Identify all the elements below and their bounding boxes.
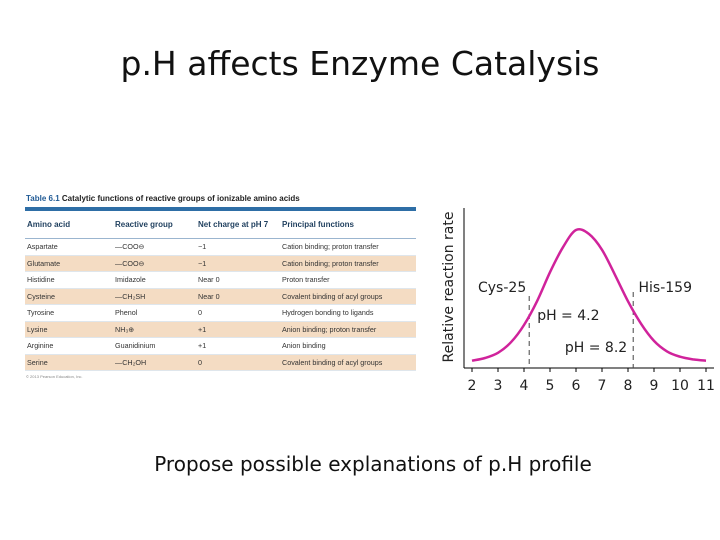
cell-net-charge: 0 [198,357,202,367]
cell-principal-function: Proton transfer [282,275,330,285]
cell-reactive-group: Guanidinium [115,341,156,351]
ph-8-2-label: pH = 8.2 [565,340,627,356]
table-body: Aspartate —COO⊖ −1 Cation binding; proton t… [25,239,416,371]
cell-amino-acid: Histidine [27,275,55,285]
cell-amino-acid: Serine [27,357,48,367]
cell-amino-acid: Arginine [27,341,54,351]
cell-principal-function: Anion binding; proton transfer [282,324,377,334]
cell-principal-function: Cation binding; proton transfer [282,258,379,268]
x-tick-label: 2 [468,378,477,394]
cell-net-charge: −1 [198,242,207,252]
x-tick-label: 4 [520,378,529,394]
table-footnote: © 2013 Pearson Education, Inc. [26,374,83,379]
cell-amino-acid: Aspartate [27,242,58,252]
header-reactive-group: Reactive group [115,219,173,229]
cell-reactive-group: Imidazole [115,275,146,285]
cys-25-label: Cys-25 [478,280,526,296]
his-159-label: His-159 [639,280,692,296]
ph-4-2-label: pH = 4.2 [537,308,599,324]
table-row-tyrosine: Tyrosine Phenol 0 Hydrogen bonding to ligan… [25,305,416,322]
table-caption-number: Table 6.1 [26,194,60,203]
cell-reactive-group: —CH₂OH [115,357,147,367]
x-tick-label: 7 [598,378,607,394]
cell-principal-function: Hydrogen bonding to ligands [282,308,374,318]
table-caption-text: Catalytic functions of reactive groups o… [61,194,300,203]
x-tick-label: 5 [546,378,555,394]
cell-reactive-group: NH₃⊕ [115,324,135,334]
header-net-charge: Net charge at pH 7 [198,219,269,229]
amino-acid-table: Table 6.1 Catalytic functions of reactiv… [25,192,416,379]
table-row-histidine: Histidine Imidazole Near 0 Proton transfer [25,272,416,289]
cell-amino-acid: Glutamate [27,258,61,268]
ph-rate-chart: Relative reaction rate 2 3 4 5 6 7 8 9 10 11 Cys-… [441,208,715,394]
table-row-serine: Serine —CH₂OH 0 Covalent binding of acyl gr… [25,354,416,371]
y-axis-label: Relative reaction rate [441,212,457,363]
table-row-aspartate: Aspartate —COO⊖ −1 Cation binding; proton t… [25,239,416,256]
table-row-cysteine: Cysteine —CH₂SH Near 0 Covalent binding of … [25,288,416,305]
cell-net-charge: −1 [198,258,207,268]
x-tick-label: 11 [697,378,715,394]
cell-principal-function: Anion binding [282,341,326,351]
table-row-arginine: Arginine Guanidinium +1 Anion binding [25,338,416,355]
cell-reactive-group: —CH₂SH [115,291,146,301]
cell-principal-function: Covalent binding of acyl groups [282,357,383,367]
cell-amino-acid: Tyrosine [27,308,55,318]
cell-reactive-group: —COO⊖ [115,258,145,268]
cell-principal-function: Cation binding; proton transfer [282,242,379,252]
x-tick-label: 10 [671,378,689,394]
cell-amino-acid: Cysteine [27,291,55,301]
slide-caption: Propose possible explanations of p.H pro… [154,452,592,476]
x-tick-label: 8 [624,378,633,394]
rate-curve [471,227,707,362]
cell-reactive-group: —COO⊖ [115,242,145,252]
header-principal-functions: Principal functions [282,219,355,229]
cell-net-charge: +1 [198,341,207,351]
cell-amino-acid: Lysine [27,324,48,334]
x-tick-label: 3 [494,378,503,394]
cell-reactive-group: Phenol [115,308,138,318]
cell-net-charge: Near 0 [198,291,220,301]
table-header-row: Amino acid Reactive group Net charge at … [25,211,416,239]
cell-net-charge: 0 [198,308,202,318]
cell-net-charge: +1 [198,324,207,334]
x-tick-label: 9 [650,378,659,394]
header-amino-acid: Amino acid [27,219,71,229]
slide-title: p.H affects Enzyme Catalysis [120,44,600,83]
x-tick-label: 6 [572,378,581,394]
cell-principal-function: Covalent binding of acyl groups [282,291,383,301]
table-caption: Table 6.1 Catalytic functions of reactiv… [25,192,416,206]
table-row-glutamate: Glutamate —COO⊖ −1 Cation binding; proton t… [25,255,416,272]
cell-net-charge: Near 0 [198,275,220,285]
table-row-lysine: Lysine NH₃⊕ +1 Anion binding; proton transf… [25,321,416,338]
table-top-rule [25,207,416,211]
